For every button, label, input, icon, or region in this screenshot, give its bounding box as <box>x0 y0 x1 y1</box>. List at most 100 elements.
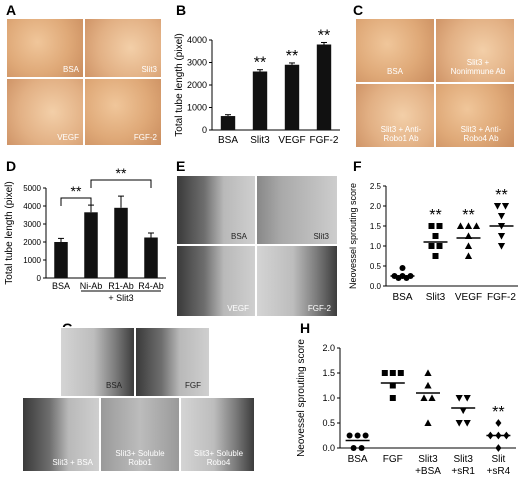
bar <box>114 207 128 278</box>
micrograph-label: VEGF <box>57 133 79 142</box>
y-tick-label: 1000 <box>187 103 207 113</box>
significance-bracket <box>60 197 92 206</box>
data-point <box>432 233 439 239</box>
data-point <box>424 381 432 389</box>
panel-letter-c: C <box>353 2 364 18</box>
data-point <box>464 222 473 229</box>
x-tick-label: VEGF <box>278 135 305 146</box>
y-tick-label: 2.0 <box>322 343 335 353</box>
y-axis-label: Neovessel sprouting score <box>348 183 358 289</box>
significance-marker: ** <box>254 55 266 72</box>
micrograph-c-robo4: Slit3 + Anti-Robo4 Ab <box>435 83 515 148</box>
micrograph-g-slit3-robo4: Slit3+ Soluble Robo4 <box>180 397 255 472</box>
significance-marker: ** <box>492 404 504 421</box>
significance-marker: ** <box>462 207 474 224</box>
micrograph-c-robo1: Slit3 + Anti-Robo1 Ab <box>355 83 435 148</box>
data-point <box>389 395 396 401</box>
y-tick-label: 4000 <box>187 35 207 45</box>
data-point <box>493 203 502 210</box>
micrograph-label: Slit3 + Anti-Robo1 Ab <box>380 125 422 143</box>
data-point <box>346 432 353 439</box>
micrograph-label: BSA <box>62 65 79 74</box>
x-tick-label: FGF-2 <box>487 292 516 303</box>
data-point <box>501 203 510 210</box>
y-tick-label: 2.5 <box>370 182 382 191</box>
x-tick-label: +sR4 <box>487 466 511 477</box>
chart-f-sprouting: 0.0 0.5 1.0 1.5 2.0 2.5 Neovessel sprouting sc… <box>348 182 518 303</box>
data-point <box>354 432 361 439</box>
data-point <box>463 420 471 427</box>
x-tick-label: +BSA <box>415 466 441 477</box>
micrograph-g-fgf: FGF <box>135 327 210 397</box>
panel-letter-d: D <box>6 158 17 174</box>
micrograph-c-bsa: BSA <box>355 18 435 83</box>
chart-h-sprouting: 0.0 0.5 1.0 1.5 2.0 Neovessel sprouting score… <box>296 339 516 477</box>
micrograph-label: BSA <box>386 67 403 76</box>
data-point <box>424 369 432 376</box>
micrograph-label: BSA <box>230 232 247 241</box>
data-point <box>463 395 471 402</box>
data-point <box>389 370 396 376</box>
x-tick-label: FGF <box>383 454 403 465</box>
micrograph-label: Slit3 <box>313 232 329 241</box>
data-point <box>464 242 473 249</box>
micrograph-label: Slit3+ Soluble Robo1 <box>115 449 165 467</box>
x-tick-label: BSA <box>218 135 238 146</box>
x-tick-label: BSA <box>392 292 412 303</box>
micrograph-label: VEGF <box>227 304 249 313</box>
micrograph-label: Slit3 + BSA <box>52 458 93 467</box>
data-point <box>362 432 369 439</box>
bar <box>84 212 98 278</box>
bar <box>144 237 158 278</box>
x-tick-label: R4-Ab <box>138 281 164 291</box>
micrograph-label: Slit3 + Anti-Robo4 Ab <box>460 125 502 143</box>
bar <box>220 116 236 130</box>
panel-letter-a: A <box>6 2 17 18</box>
data-point <box>428 243 435 249</box>
y-axis-label: Total tube length (pixel) <box>174 33 185 136</box>
x-tick-label: +sR1 <box>451 466 475 477</box>
x-tick-label: Slit3 <box>418 454 438 465</box>
data-point <box>399 265 406 271</box>
micrograph-e-vegf: VEGF <box>176 245 256 317</box>
micrograph-a-bsa: BSA <box>6 18 84 78</box>
y-tick-label: 0 <box>37 274 42 283</box>
y-tick-label: 3000 <box>23 220 41 229</box>
significance-marker: ** <box>116 168 127 181</box>
data-point <box>428 223 435 229</box>
data-point <box>389 382 396 389</box>
micrograph-label: Slit3 <box>141 65 157 74</box>
significance-bracket <box>90 179 152 188</box>
micrograph-label: FGF-2 <box>133 133 157 142</box>
y-tick-label: 0.5 <box>370 262 382 271</box>
data-point <box>436 243 443 249</box>
y-tick-label: 2000 <box>187 80 207 90</box>
significance-marker: ** <box>286 48 298 65</box>
micrograph-e-slit3: Slit3 <box>256 175 338 245</box>
data-point <box>436 223 443 229</box>
y-tick-label: 0.0 <box>322 443 335 453</box>
x-tick-label: Slit3 <box>426 292 446 303</box>
bar <box>54 242 68 278</box>
y-tick-label: 3000 <box>187 58 207 68</box>
micrograph-g-bsa: BSA <box>60 327 135 397</box>
panel-letter-e: E <box>176 158 186 174</box>
data-point <box>455 395 463 402</box>
y-tick-label: 1.0 <box>370 242 382 251</box>
significance-marker: ** <box>495 187 507 204</box>
y-tick-label: 1000 <box>23 256 41 265</box>
y-tick-label: 2.0 <box>370 202 382 211</box>
y-tick-label: 1.5 <box>322 368 335 378</box>
data-point <box>495 444 502 452</box>
micrograph-a-slit3: Slit3 <box>84 18 162 78</box>
x-tick-label: Slit3 <box>250 135 270 146</box>
x-tick-label: FGF-2 <box>310 135 339 146</box>
y-tick-label: 0 <box>202 125 207 135</box>
significance-marker: ** <box>71 183 82 199</box>
y-tick-label: 5000 <box>23 184 41 193</box>
y-tick-label: 0.5 <box>322 418 335 428</box>
significance-marker: ** <box>318 27 330 44</box>
micrograph-label: FGF-2 <box>307 304 331 313</box>
y-axis-label: Neovessel sprouting score <box>296 339 307 457</box>
panel-letter-h: H <box>300 320 311 336</box>
